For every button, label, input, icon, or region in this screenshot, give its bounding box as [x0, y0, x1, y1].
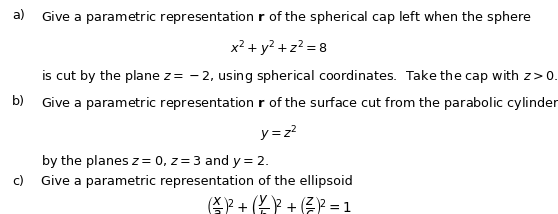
Text: $\left(\dfrac{x}{a}\right)^{\!2} + \left(\dfrac{y}{b}\right)^{\!2} + \left(\dfra: $\left(\dfrac{x}{a}\right)^{\!2} + \left…	[206, 194, 352, 214]
Text: a): a)	[12, 9, 25, 22]
Text: Give a parametric representation $\mathbf{r}$ of the surface cut from the parabo: Give a parametric representation $\mathb…	[41, 95, 558, 113]
Text: c): c)	[12, 175, 24, 188]
Text: is cut by the plane $z = -2$, using spherical coordinates.  Take the cap with $z: is cut by the plane $z = -2$, using sphe…	[41, 68, 558, 85]
Text: $x^2 + y^2 + z^2 = 8$: $x^2 + y^2 + z^2 = 8$	[230, 40, 328, 59]
Text: $y = z^2$: $y = z^2$	[260, 125, 298, 144]
Text: Give a parametric representation of the ellipsoid: Give a parametric representation of the …	[41, 175, 353, 188]
Text: by the planes $z = 0$, $z = 3$ and $y = 2$.: by the planes $z = 0$, $z = 3$ and $y = …	[41, 153, 269, 170]
Text: b): b)	[12, 95, 25, 108]
Text: Give a parametric representation $\mathbf{r}$ of the spherical cap left when the: Give a parametric representation $\mathb…	[41, 9, 532, 27]
